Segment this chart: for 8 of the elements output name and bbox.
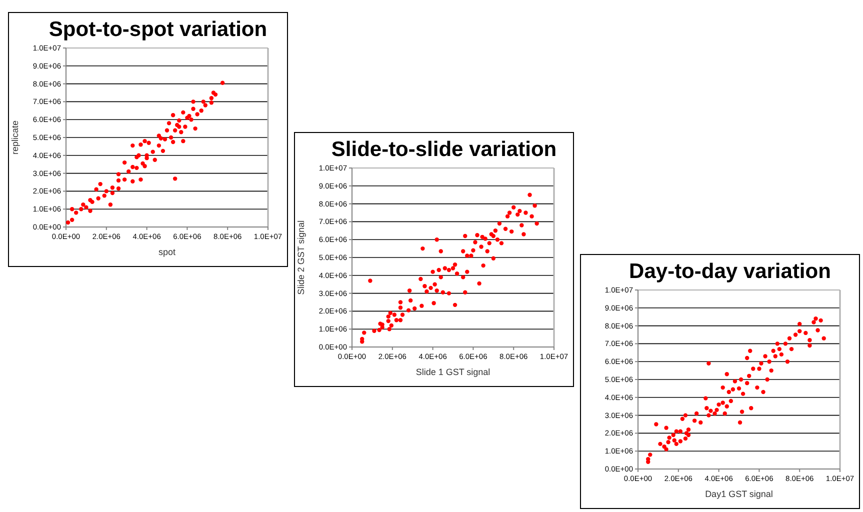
y-axis-title: Slide 2 GST signal <box>296 220 306 295</box>
x-axis-title: Slide 1 GST signal <box>416 367 490 377</box>
x-axis-title: Day1 GST signal <box>705 489 773 499</box>
chart-title: Slide-to-slide variation <box>331 138 557 161</box>
y-axis-title: replicate <box>10 120 20 155</box>
chart-title: Day-to-day variation <box>629 260 831 283</box>
x-axis-title: spot <box>158 247 176 257</box>
chart-title: Spot-to-spot variation <box>48 18 268 41</box>
